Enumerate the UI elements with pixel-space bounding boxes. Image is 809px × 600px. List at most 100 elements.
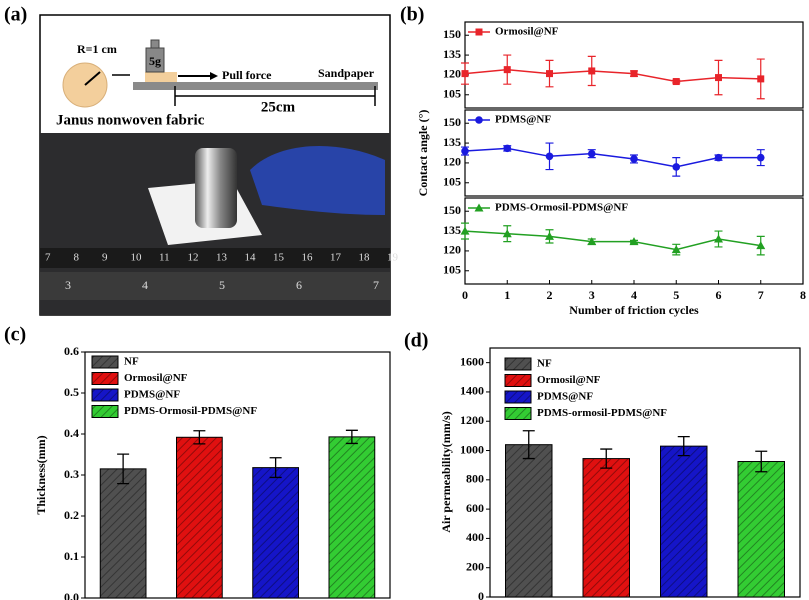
bar-hatch	[506, 445, 553, 597]
bar-hatch	[253, 468, 299, 598]
marker	[461, 147, 469, 155]
x-tick-label: 5	[673, 288, 679, 302]
arrow-head	[210, 72, 218, 80]
ruler-number: 4	[142, 278, 148, 292]
x-axis-label: Number of friction cycles	[569, 303, 699, 317]
x-tick-label: 7	[758, 288, 764, 302]
ruler-number: 5	[219, 278, 225, 292]
ruler-number: 15	[273, 252, 285, 264]
marker	[631, 70, 638, 77]
ruler-number: 12	[188, 252, 199, 264]
ruler-number: 16	[302, 252, 314, 264]
y-tick-label: 0.3	[64, 467, 79, 481]
legend-label: PDMS-ormosil-PDMS@NF	[537, 407, 667, 419]
legend-label: NF	[124, 356, 139, 368]
marker	[715, 154, 723, 162]
y-tick-label: 600	[466, 501, 484, 515]
y-tick-label: 0.0	[64, 590, 79, 600]
y-tick-label: 120	[443, 243, 461, 257]
marker	[503, 145, 511, 153]
y-tick-label: 1000	[460, 442, 484, 456]
ruler-number: 11	[159, 252, 170, 264]
ruler-number: 8	[74, 252, 80, 264]
legend-label: PDMS@NF	[537, 391, 593, 403]
ruler	[40, 272, 390, 300]
legend-hatch	[92, 373, 118, 385]
legend-label: PDMS@NF	[124, 389, 180, 401]
radius-label: R=1 cm	[77, 42, 117, 56]
bar-hatch	[100, 469, 146, 598]
ruler-number: 9	[102, 252, 108, 264]
ruler-number: 18	[359, 252, 371, 264]
y-tick-label: 0	[478, 589, 484, 600]
legend-hatch	[92, 356, 118, 368]
y-tick-label: 0.1	[64, 549, 79, 563]
ruler-number: 10	[131, 252, 143, 264]
marker	[757, 75, 764, 82]
x-tick-label: 6	[716, 288, 722, 302]
sample	[145, 72, 177, 82]
x-tick-label: 2	[547, 288, 553, 302]
sandpaper-label: Sandpaper	[318, 66, 375, 80]
marker	[462, 70, 469, 77]
legend-hatch	[505, 408, 531, 420]
y-tick-label: 1400	[460, 384, 484, 398]
legend-label: Ormosil@NF	[124, 372, 188, 384]
ruler-number: 7	[45, 252, 51, 264]
ruler-number: 19	[387, 252, 399, 264]
marker	[672, 163, 680, 171]
y-tick-label: 800	[466, 472, 484, 486]
marker	[588, 150, 596, 158]
marker	[757, 154, 765, 162]
legend-hatch	[505, 358, 531, 370]
y-tick-label: 0.2	[64, 508, 79, 522]
y-tick-label: 105	[443, 87, 461, 101]
y-tick-label: 135	[443, 223, 461, 237]
y-tick-label: 0.6	[64, 344, 79, 358]
y-tick-label: 150	[443, 203, 461, 217]
marker	[714, 235, 723, 243]
legend-label: PDMS@NF	[495, 114, 551, 126]
weight-label: 5g	[149, 54, 161, 68]
marker	[546, 153, 554, 161]
y-tick-label: 200	[466, 559, 484, 573]
y-tick-label: 120	[443, 155, 461, 169]
legend-hatch	[92, 389, 118, 401]
y-tick-label: 105	[443, 175, 461, 189]
x-tick-label: 0	[462, 288, 468, 302]
y-axis-label: Thickness(mm)	[34, 435, 48, 514]
marker	[546, 70, 553, 77]
legend-label: PDMS-Ormosil-PDMS@NF	[124, 405, 257, 417]
legend-hatch	[92, 406, 118, 418]
caption: Janus nonwoven fabric	[56, 112, 205, 128]
ruler-number: 7	[373, 278, 379, 292]
y-tick-label: 135	[443, 47, 461, 61]
pull-label: Pull force	[222, 68, 272, 82]
marker	[673, 78, 680, 85]
legend-marker	[476, 29, 483, 36]
marker	[630, 155, 638, 163]
y-tick-label: 1200	[460, 413, 484, 427]
y-tick-label: 105	[443, 263, 461, 277]
y-tick-label: 150	[443, 27, 461, 41]
y-tick-label: 0.4	[64, 426, 79, 440]
y-tick-label: 0.5	[64, 385, 79, 399]
weight-knob	[151, 40, 159, 48]
panel-label: (c)	[4, 324, 26, 346]
panel-a: (a) R=1 cm 5g Pull force Sandpaper 25cm …	[4, 4, 390, 315]
legend-label: Ormosil@NF	[537, 374, 601, 386]
panel-label: (a)	[4, 4, 27, 26]
x-tick-label: 1	[504, 288, 510, 302]
y-tick-label: 400	[466, 530, 484, 544]
x-tick-label: 3	[589, 288, 595, 302]
bar-hatch	[329, 437, 375, 598]
marker	[504, 66, 511, 73]
marker	[588, 67, 595, 74]
y-axis-label: Contact angle (°)	[416, 110, 430, 197]
bar-hatch	[738, 462, 785, 597]
legend-label: NF	[537, 358, 552, 370]
panel-label: (d)	[404, 330, 428, 352]
bar-hatch	[583, 459, 630, 597]
length-label: 25cm	[261, 99, 296, 115]
bar-hatch	[177, 437, 223, 598]
